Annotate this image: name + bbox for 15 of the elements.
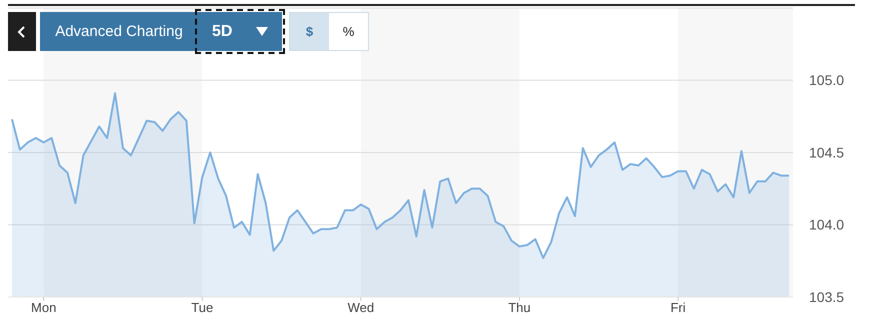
annotation: 5D [212,22,232,40]
y-tick-label: 103.5 [809,288,844,305]
x-tick-label: Fri [670,300,686,316]
y-tick-label: 104.0 [809,216,844,233]
toggle-buttons: $ % [289,12,369,51]
x-tick-label: Mon [31,300,56,316]
y-tick-label: 105.0 [809,72,844,88]
dropdown-button: 5D [198,12,282,51]
y-tick-label: 104.5 [809,144,844,160]
button: Advanced Charting [40,12,198,51]
x-tick-label: Thu [508,300,531,316]
annotation: % [329,13,368,50]
x-tick-label: Wed [348,300,374,316]
x-tick-label: Tue [191,300,214,316]
annotation: $ [290,13,329,50]
